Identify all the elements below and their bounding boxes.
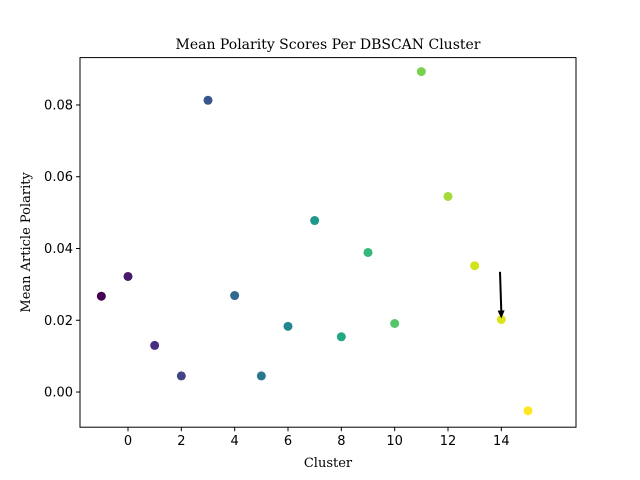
y-tick-label: 0.04: [44, 242, 73, 257]
x-tick-label: 14: [493, 434, 510, 449]
y-tick-label: 0.08: [44, 98, 73, 113]
data-point: [496, 315, 506, 325]
data-points: [96, 67, 533, 416]
annotations: [497, 271, 505, 319]
annotation-arrow-head: [497, 310, 505, 319]
data-point: [176, 371, 186, 381]
plot-area: [79, 57, 577, 428]
data-point: [336, 332, 346, 342]
x-axis: 0 2 4 6 8 10 12 14: [124, 427, 510, 449]
data-point: [443, 191, 453, 201]
y-tick-label: 0.06: [44, 170, 73, 185]
y-tick-label: 0.02: [44, 314, 73, 329]
x-tick-label: 4: [231, 434, 239, 449]
data-point: [416, 67, 426, 77]
data-point: [123, 271, 133, 281]
data-point: [390, 318, 400, 328]
data-point: [523, 406, 533, 416]
x-tick-label: 10: [386, 434, 403, 449]
data-point: [310, 216, 320, 226]
data-point: [363, 247, 373, 257]
x-tick-label: 0: [124, 434, 132, 449]
y-axis: 0.00 0.02 0.04 0.06 0.08: [44, 98, 80, 401]
x-tick-label: 6: [284, 434, 292, 449]
chart-title: Mean Polarity Scores Per DBSCAN Cluster: [175, 37, 480, 53]
y-tick-label: 0.00: [44, 386, 73, 401]
data-point: [256, 371, 266, 381]
y-axis-label: Mean Article Polarity: [19, 172, 34, 313]
data-point: [230, 291, 240, 301]
x-tick-label: 2: [177, 434, 185, 449]
data-point: [470, 261, 480, 271]
data-point: [150, 340, 160, 350]
data-point: [203, 95, 213, 105]
x-axis-label: Cluster: [304, 456, 353, 471]
x-tick-label: 12: [440, 434, 457, 449]
data-point: [96, 291, 106, 301]
x-tick-label: 8: [337, 434, 345, 449]
annotation-arrow-shaft: [499, 271, 503, 313]
data-point: [283, 321, 293, 331]
